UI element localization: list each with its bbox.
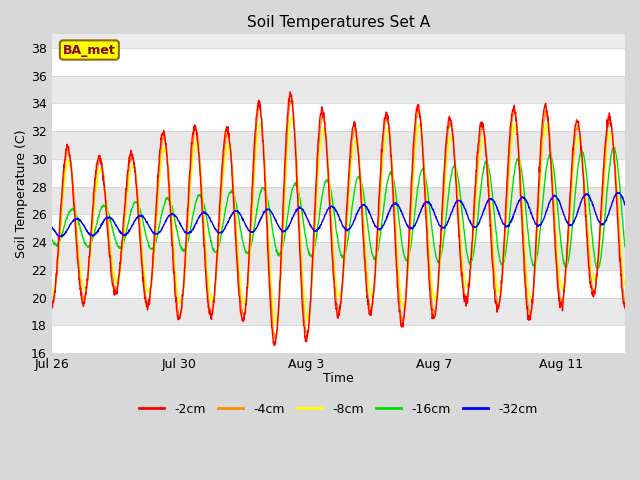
Bar — [51, 187, 625, 214]
Bar — [51, 159, 625, 187]
Bar — [51, 131, 625, 159]
Bar — [51, 48, 625, 75]
Title: Soil Temperatures Set A: Soil Temperatures Set A — [246, 15, 430, 30]
Bar — [51, 270, 625, 298]
Legend: -2cm, -4cm, -8cm, -16cm, -32cm: -2cm, -4cm, -8cm, -16cm, -32cm — [134, 397, 543, 420]
X-axis label: Time: Time — [323, 372, 354, 385]
Bar — [51, 242, 625, 270]
Y-axis label: Soil Temperature (C): Soil Temperature (C) — [15, 129, 28, 258]
Bar — [51, 214, 625, 242]
Bar — [51, 325, 625, 353]
Bar — [51, 103, 625, 131]
Bar — [51, 298, 625, 325]
Text: BA_met: BA_met — [63, 44, 116, 57]
Bar — [51, 75, 625, 103]
